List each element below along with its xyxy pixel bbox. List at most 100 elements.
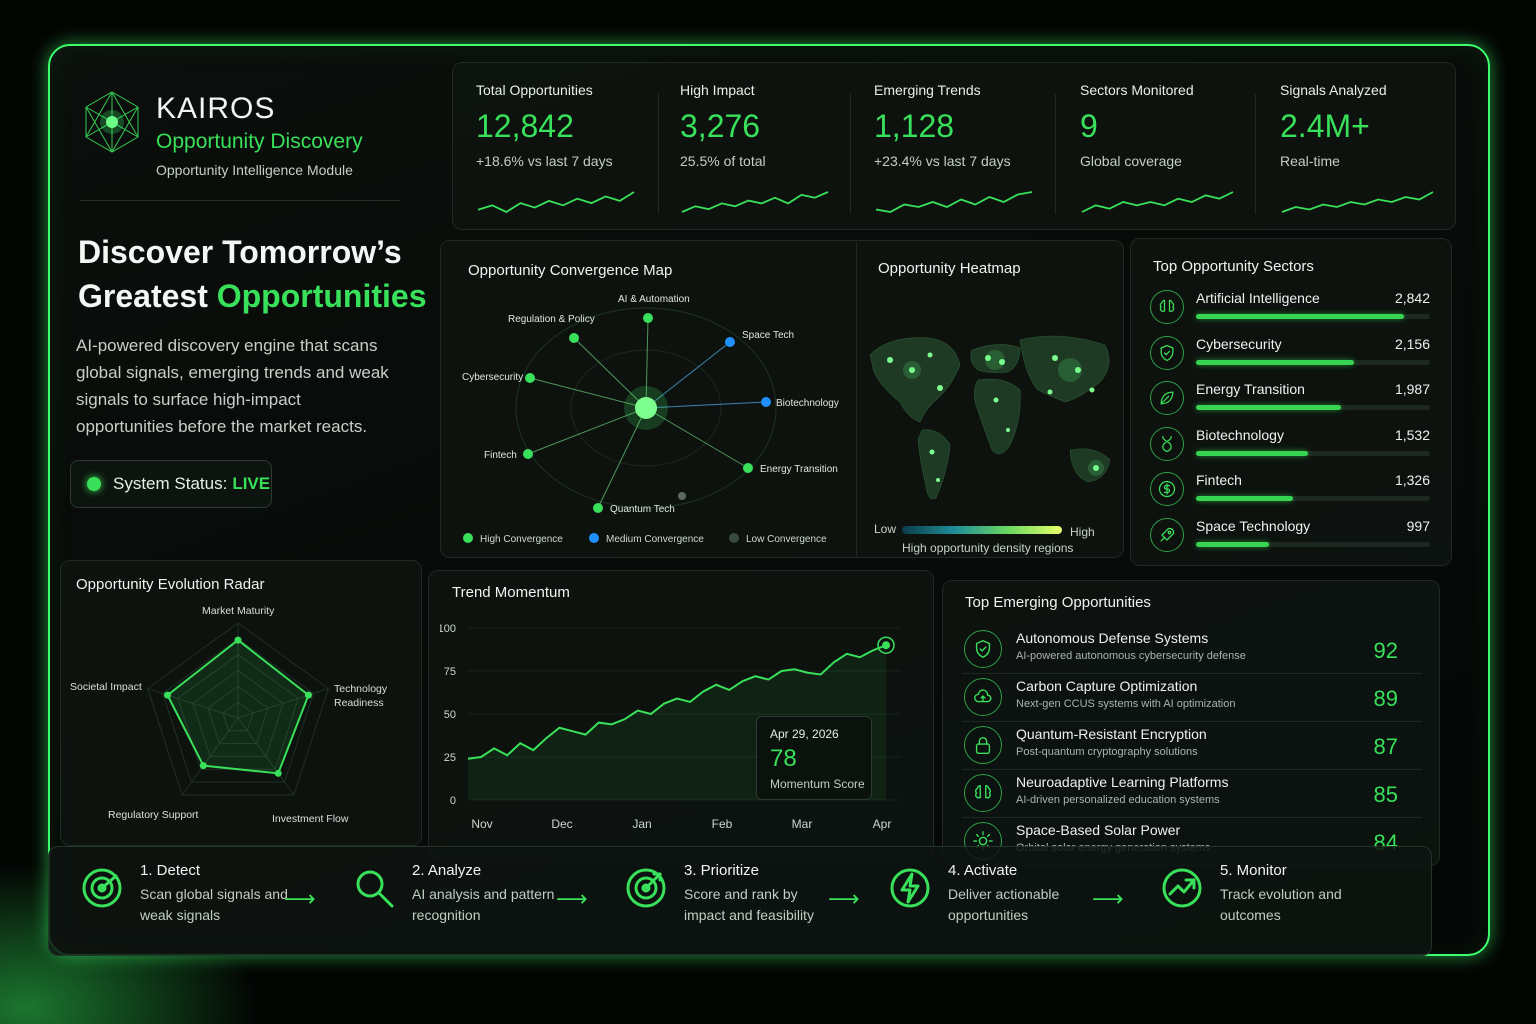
radar-grid xyxy=(192,669,284,757)
step-desc: Track evolution and outcomes xyxy=(1220,886,1342,923)
heatmap-caption: High opportunity density regions xyxy=(902,541,1074,555)
sparkline-path xyxy=(1081,191,1234,213)
sector-bar-fill xyxy=(1196,314,1404,319)
radar-axis xyxy=(181,717,239,796)
sector-bar-track xyxy=(1196,314,1430,319)
emerging-opportunity-row[interactable]: Autonomous Defense Systems AI-powered aut… xyxy=(962,628,1422,674)
radar-chart[interactable]: Market Maturity Technology Readiness Invest… xyxy=(66,598,406,838)
sectors-title: Top Opportunity Sectors xyxy=(1153,258,1314,275)
trend-endpoint[interactable] xyxy=(882,641,890,650)
sector-row[interactable]: Biotechnology 1,532 xyxy=(1150,426,1434,467)
step-desc: Score and rank by impact and feasibility xyxy=(684,886,814,923)
sector-bar-track xyxy=(1196,496,1430,501)
convergence-node[interactable] xyxy=(725,337,735,347)
sparkline xyxy=(1281,191,1434,213)
target-icon xyxy=(626,868,666,908)
rocket-icon xyxy=(1160,527,1175,541)
sector-row[interactable]: Energy Transition 1,987 xyxy=(1150,381,1434,421)
step-title: 1. Detect xyxy=(140,862,201,879)
orbit-ring xyxy=(515,307,777,509)
sector-bar-fill xyxy=(1196,450,1309,456)
convergence-link xyxy=(527,407,647,455)
workflow-step[interactable]: 2. Analyze AI analysis and pattern recogn… xyxy=(350,862,570,952)
shield-icon xyxy=(975,640,991,658)
step-desc: Scan global signals and weak signals xyxy=(140,886,288,923)
kpi-value: 9 xyxy=(1080,108,1098,144)
kpi-emerging-trends[interactable]: Emerging Trends 1,128 +23.4% vs last 7 d… xyxy=(874,82,1044,218)
heatmap-low-label: Low xyxy=(874,522,897,536)
step-title: 3. Prioritize xyxy=(684,862,760,879)
trend-x-tick: Feb xyxy=(712,817,733,831)
workflow-step[interactable]: 4. Activate Deliver actionable opportunit… xyxy=(886,862,1106,952)
kpi-divider xyxy=(1055,94,1056,214)
workflow-step[interactable]: 5. Monitor Track evolution and outcomes xyxy=(1158,862,1378,952)
radar-axis-label: Regulatory Support xyxy=(108,809,199,821)
sparkline-path xyxy=(1281,191,1434,213)
brain-icon xyxy=(975,784,991,799)
radar-point[interactable] xyxy=(304,691,312,699)
radar-point[interactable] xyxy=(199,762,207,770)
kpi-signals-analyzed[interactable]: Signals Analyzed 2.4M+ Real-time xyxy=(1280,82,1440,218)
emerging-score: 87 xyxy=(1373,734,1398,759)
emerging-opportunity-row[interactable]: Quantum-Resistant Encryption Post-quantum… xyxy=(962,724,1422,770)
convergence-node[interactable] xyxy=(525,373,535,383)
emerging-opportunity-row[interactable]: Neuroadaptive Learning Platforms AI-drive… xyxy=(962,772,1422,818)
kpi-sectors-monitored[interactable]: Sectors Monitored 9 Global coverage xyxy=(1080,82,1240,218)
trend-title: Trend Momentum xyxy=(452,584,570,601)
radar-point[interactable] xyxy=(164,691,172,699)
convergence-node[interactable] xyxy=(761,397,771,407)
step-desc: Deliver actionable opportunities xyxy=(948,886,1060,923)
low-convergence-node xyxy=(678,492,686,500)
orbit-ring xyxy=(570,349,722,467)
sector-bar-track xyxy=(1196,450,1430,456)
sector-name: Fintech xyxy=(1196,472,1242,488)
kpi-sub: +18.6% vs last 7 days xyxy=(476,153,613,169)
trend-x-tick: Apr xyxy=(873,817,892,831)
legend-swatch xyxy=(589,533,599,543)
workflow-step[interactable]: 1. Detect Scan global signals and weak si… xyxy=(78,862,298,952)
headline-accent: Opportunities xyxy=(216,278,427,314)
radar-axis xyxy=(237,717,295,796)
convergence-node[interactable] xyxy=(643,313,653,323)
sector-row[interactable]: Fintech 1,326 xyxy=(1150,472,1434,512)
sector-row[interactable]: Artificial Intelligence 2,842 xyxy=(1150,290,1434,330)
trend-y-tick: 25 xyxy=(444,752,456,764)
radar-point[interactable] xyxy=(234,636,242,644)
radar-grid xyxy=(207,685,269,745)
step-desc: AI analysis and pattern recognition xyxy=(412,886,555,923)
sector-value: 997 xyxy=(1406,517,1430,534)
kpi-high-impact[interactable]: High Impact 3,276 25.5% of total xyxy=(680,82,840,218)
sector-row[interactable]: Space Technology 997 xyxy=(1150,517,1434,558)
brand-module: Opportunity Intelligence Module xyxy=(156,162,353,178)
convergence-node[interactable] xyxy=(593,503,603,513)
radar-icon xyxy=(82,868,122,908)
convergence-map[interactable]: AI & Automation Space Tech Biotechnology En… xyxy=(448,282,848,562)
convergence-node[interactable] xyxy=(523,449,533,459)
emerging-panel xyxy=(942,580,1440,866)
legend-label: High Convergence xyxy=(480,534,563,545)
kpi-label: High Impact xyxy=(680,82,755,98)
sectors-panel xyxy=(1130,238,1452,566)
trend-y-tick: 50 xyxy=(444,709,456,721)
dna-icon xyxy=(1162,435,1172,452)
convergence-link xyxy=(645,341,731,409)
radar-point[interactable] xyxy=(274,769,282,777)
system-status-badge[interactable]: System Status: LIVE xyxy=(70,460,272,508)
trend-line xyxy=(467,644,887,760)
leaf-icon xyxy=(1160,391,1174,405)
workflow-panel xyxy=(48,846,1432,956)
sector-row[interactable]: Cybersecurity 2,156 xyxy=(1150,335,1434,376)
kpi-sub: 25.5% of total xyxy=(680,153,766,169)
world-heatmap[interactable] xyxy=(860,310,1120,510)
convergence-node[interactable] xyxy=(743,463,753,473)
convergence-node[interactable] xyxy=(569,333,579,343)
sector-value: 2,842 xyxy=(1394,290,1430,306)
convergence-link xyxy=(645,407,749,469)
sector-icon xyxy=(1150,290,1184,324)
sector-icon xyxy=(1150,472,1184,506)
emerging-opportunity-row[interactable]: Carbon Capture Optimization Next-gen CCUS… xyxy=(962,676,1422,722)
workflow-step[interactable]: 3. Prioritize Score and rank by impact an… xyxy=(622,862,842,952)
kpi-total-opportunities[interactable]: Total Opportunities 12,842 +18.6% vs las… xyxy=(476,82,646,218)
network-logo-icon xyxy=(85,91,139,153)
kpi-sub: Real-time xyxy=(1280,153,1340,169)
